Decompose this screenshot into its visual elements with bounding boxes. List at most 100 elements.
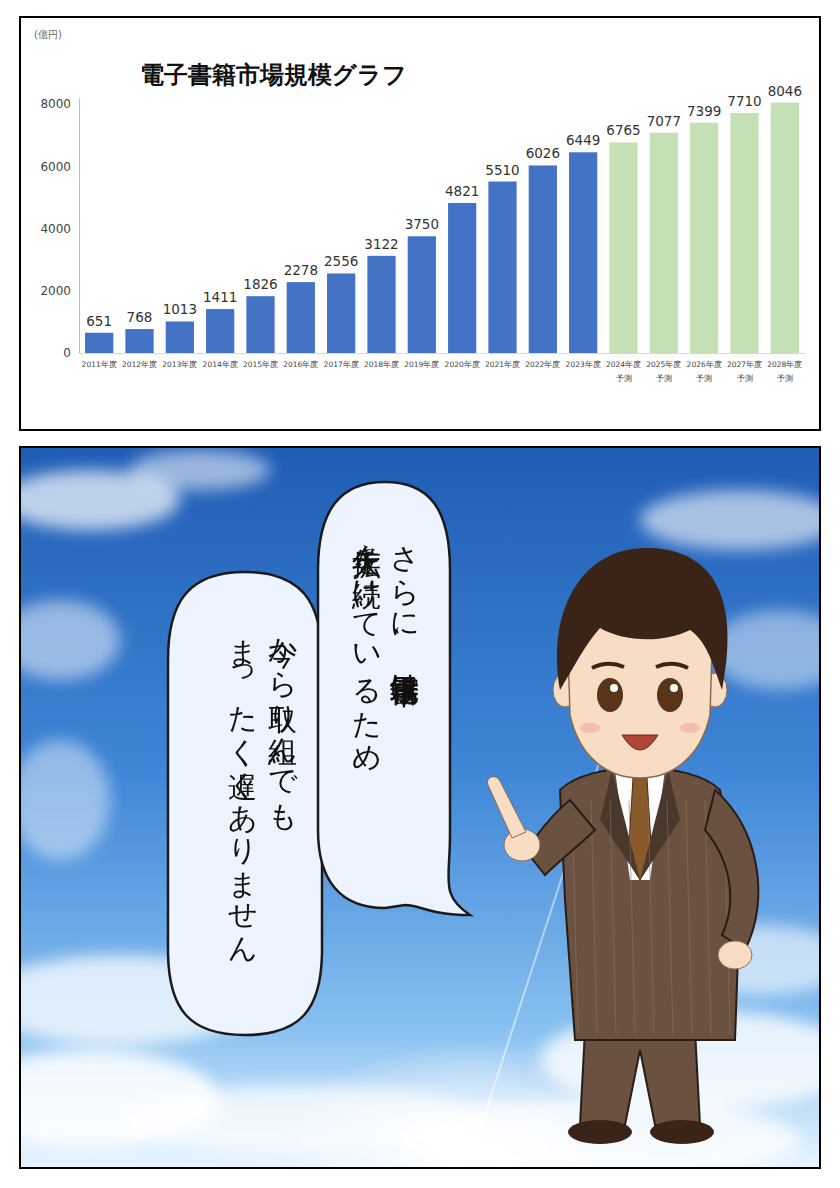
data-label: 6449 [566, 132, 600, 148]
x-tick-label: 2024年度予測 [606, 360, 641, 383]
illustration-border [20, 447, 820, 1168]
arm [705, 790, 758, 950]
eye [657, 678, 683, 712]
eyebrow [592, 664, 624, 668]
data-label: 5510 [485, 162, 519, 178]
x-tick: 2016年度 [283, 353, 318, 369]
bar [166, 321, 194, 353]
x-tick: 2012年度 [122, 353, 157, 369]
y-tick: 4000 [40, 222, 79, 236]
x-tick-label: 2012年度 [122, 360, 157, 369]
x-tick-label: 2014年度 [203, 360, 238, 369]
shoe [568, 1120, 632, 1144]
bar [690, 123, 718, 353]
bar [246, 296, 274, 353]
x-tick: 2018年度 [364, 353, 399, 369]
x-tick: 2028年度予測 [767, 353, 802, 383]
x-tick-label: 2017年度 [324, 360, 359, 369]
y-tick-label: 4000 [40, 222, 71, 236]
x-tick: 2019年度 [404, 353, 439, 369]
speech-bubble [168, 572, 322, 1035]
x-tick-label: 2021年度 [485, 360, 520, 369]
suit-stripe [686, 800, 692, 1035]
x-tick-label: 2011年度 [82, 360, 117, 369]
y-tick: 2000 [40, 284, 79, 298]
x-tick: 2026年度予測 [687, 353, 722, 383]
trousers [580, 1030, 700, 1125]
cloud [20, 600, 120, 680]
x-tick-label-line: 2026年度 [687, 360, 722, 369]
x-tick-label: 2027年度予測 [727, 360, 762, 383]
lapel [640, 770, 680, 880]
x-tick-label-line: 2023年度 [566, 360, 601, 369]
eyebrow [656, 664, 688, 668]
bar [287, 282, 315, 353]
bar [609, 142, 637, 353]
x-tick-label-line: 2027年度 [727, 360, 762, 369]
x-tick: 2015年度 [243, 353, 278, 369]
x-tick-label-line: 予測 [616, 374, 632, 383]
bar [85, 333, 113, 353]
bar [730, 113, 758, 353]
eye-shine [670, 684, 678, 692]
x-tick: 2024年度予測 [606, 353, 641, 383]
x-tick-label-line: 2018年度 [364, 360, 399, 369]
x-tick: 2014年度 [203, 353, 238, 369]
data-label: 3122 [364, 236, 398, 252]
x-tick-label-line: 予測 [696, 374, 712, 383]
x-tick-label-line: 2013年度 [162, 360, 197, 369]
x-tick: 2021年度 [485, 353, 520, 369]
x-tick-label-line: 予測 [656, 374, 672, 383]
y-tick-label: 6000 [40, 160, 71, 174]
x-tick-label-line: 2015年度 [243, 360, 278, 369]
data-label: 7077 [647, 113, 681, 129]
bars [85, 103, 799, 353]
data-label: 1013 [163, 301, 197, 317]
x-tick-label-line: 2024年度 [606, 360, 641, 369]
pointing-finger [487, 777, 526, 838]
x-axis: 2011年度 2012年度 2013年度 2014年度 2015年度 2016年度 2017… [80, 353, 806, 383]
illustration: さらに、電子書籍市場は年々拡大を続けているため今から取り組んでもまったく遅くあり… [20, 447, 820, 1168]
x-tick-label-line: 2022年度 [525, 360, 560, 369]
blush [680, 723, 700, 733]
data-label: 7710 [727, 93, 761, 109]
data-label: 6026 [526, 145, 560, 161]
character [487, 548, 758, 1144]
data-label: 2278 [284, 262, 318, 278]
mouth [622, 735, 658, 750]
bar [650, 133, 678, 353]
x-tick-label-line: 2012年度 [122, 360, 157, 369]
x-tick-label-line: 2025年度 [646, 360, 681, 369]
speech-text: 今から取り組んでも [266, 618, 300, 831]
x-tick-label: 2023年度 [566, 360, 601, 369]
x-tick-label: 2015年度 [243, 360, 278, 369]
bar [125, 329, 153, 353]
bar [448, 203, 476, 353]
x-tick-label-line: 2020年度 [445, 360, 480, 369]
data-label: 4821 [445, 183, 479, 199]
suit-stripe [591, 800, 597, 1035]
data-label: 8046 [768, 83, 802, 99]
y-tick: 6000 [40, 160, 79, 174]
x-tick: 2023年度 [566, 353, 601, 369]
cloud [640, 490, 820, 550]
bar [367, 256, 395, 353]
x-tick-label-line: 2019年度 [404, 360, 439, 369]
chart-title: 電子書籍市場規模グラフ [140, 61, 407, 89]
y-tick: 8000 [40, 97, 79, 111]
x-tick-label-line: 2021年度 [485, 360, 520, 369]
x-tick-label-line: 2028年度 [767, 360, 802, 369]
x-tick-label: 2026年度予測 [687, 360, 722, 383]
suit-stripe [629, 800, 635, 1035]
x-axis-line [80, 353, 806, 354]
suit-stripe [667, 800, 673, 1035]
eye [597, 678, 623, 712]
chart-panel [20, 17, 820, 430]
bar [206, 309, 234, 353]
y-tick-label: 2000 [40, 284, 71, 298]
x-tick-label: 2019年度 [404, 360, 439, 369]
data-label: 768 [127, 309, 153, 325]
y-tick: 0 [63, 346, 79, 360]
speech-bubbles: さらに、電子書籍市場は年々拡大を続けているため今から取り組んでもまったく遅くあり… [168, 482, 470, 1035]
bar [529, 165, 557, 353]
